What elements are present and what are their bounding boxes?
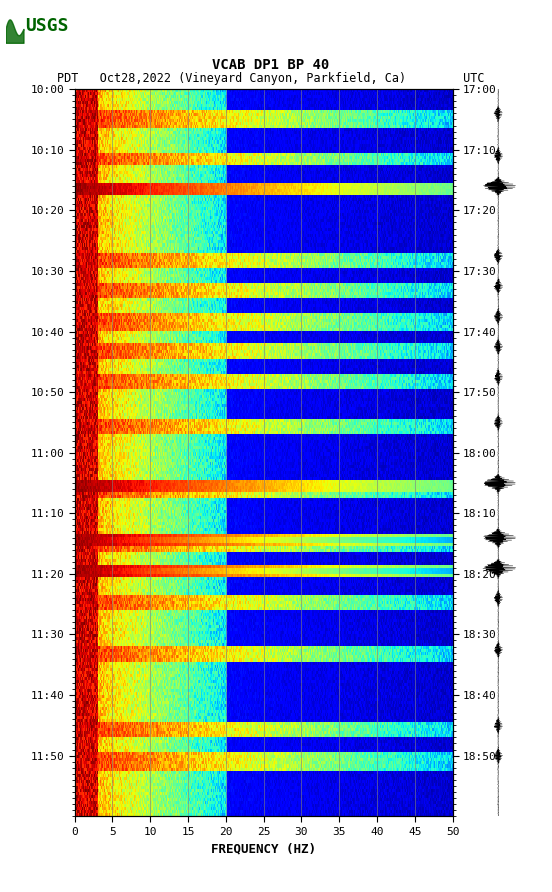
X-axis label: FREQUENCY (HZ): FREQUENCY (HZ) <box>211 842 316 855</box>
Text: VCAB DP1 BP 40: VCAB DP1 BP 40 <box>212 58 329 72</box>
Text: PDT   Oct28,2022 (Vineyard Canyon, Parkfield, Ca)        UTC: PDT Oct28,2022 (Vineyard Canyon, Parkfie… <box>57 72 484 85</box>
Text: USGS: USGS <box>25 17 69 35</box>
